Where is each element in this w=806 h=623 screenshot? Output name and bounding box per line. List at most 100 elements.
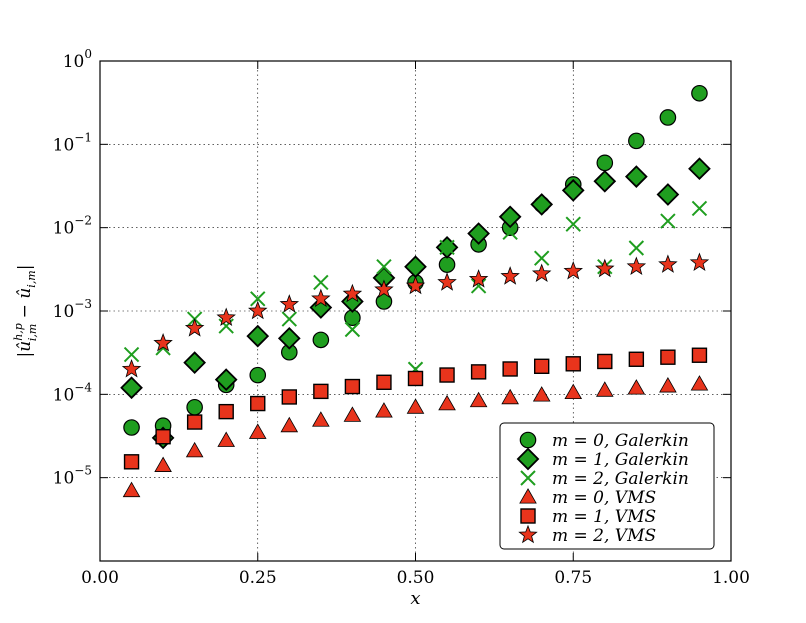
data-point <box>184 318 205 337</box>
data-point <box>183 351 207 375</box>
data-points <box>120 84 711 498</box>
y-tick-label: 10−2 <box>53 214 92 239</box>
data-point <box>250 291 266 307</box>
data-point <box>309 296 333 319</box>
legend-marker <box>519 431 537 449</box>
data-point <box>277 326 301 350</box>
data-point <box>627 379 646 395</box>
data-point <box>628 240 645 256</box>
data-point <box>501 388 519 405</box>
data-point <box>281 389 297 405</box>
legend-label: m = 1, VMS <box>552 507 656 527</box>
data-point <box>564 383 583 400</box>
legend-marker <box>519 488 537 504</box>
x-tick-label: 0.00 <box>81 568 119 588</box>
data-point <box>342 283 363 303</box>
data-point <box>406 398 425 414</box>
data-point <box>656 183 680 206</box>
data-point <box>343 406 362 422</box>
data-point <box>281 311 298 327</box>
data-point <box>660 349 676 365</box>
x-tick-label: 1.00 <box>712 568 750 588</box>
data-point <box>407 370 424 387</box>
data-point <box>691 200 708 217</box>
data-point <box>438 256 456 273</box>
data-point <box>439 239 455 256</box>
data-point <box>344 321 361 338</box>
data-point <box>153 333 173 352</box>
series-2 <box>123 200 708 377</box>
series-3 <box>122 375 709 498</box>
data-point <box>405 275 426 295</box>
data-point <box>596 154 614 172</box>
data-point <box>246 324 270 348</box>
data-point <box>185 441 204 458</box>
data-point <box>502 361 518 377</box>
legend-label: m = 0, Galerkin <box>552 431 689 451</box>
data-point <box>439 367 455 383</box>
data-point <box>123 419 140 436</box>
data-point <box>374 279 394 299</box>
data-point <box>470 364 487 380</box>
legend-entry: m = 0, Galerkin <box>519 431 689 451</box>
data-point <box>122 481 141 498</box>
y-tick-label: 10−3 <box>53 297 92 322</box>
legend-marker <box>518 524 538 544</box>
legend-entry: m = 1, VMS <box>520 507 656 527</box>
y-tick-label: 100 <box>63 47 92 72</box>
data-point <box>689 252 710 271</box>
data-point <box>186 414 203 430</box>
data-point <box>121 359 142 378</box>
legend-label: m = 2, VMS <box>552 526 656 546</box>
data-point <box>120 376 143 400</box>
data-point <box>626 256 647 275</box>
data-point <box>313 274 329 291</box>
y-axis-label: |ûh,pi,m − ûi,m| <box>12 265 39 358</box>
data-point <box>532 386 551 402</box>
y-tick-label: 10−1 <box>53 130 92 155</box>
data-point <box>312 331 330 349</box>
data-point <box>688 157 711 181</box>
data-point <box>624 165 648 188</box>
data-point <box>154 456 172 472</box>
legend-label: m = 0, VMS <box>552 488 656 508</box>
axis-tick-labels: 0.00 0.25 0.50 0.75 1.00 10−5 10−4 10−3 10−2 10−1… <box>53 47 750 588</box>
legend-label: m = 1, Galerkin <box>552 450 689 470</box>
data-point <box>530 193 554 216</box>
data-point <box>470 278 487 294</box>
data-point <box>563 260 583 280</box>
data-point <box>312 411 330 427</box>
data-point <box>498 205 522 229</box>
data-point <box>691 347 708 363</box>
data-point <box>218 403 234 420</box>
legend-marker <box>516 447 540 471</box>
data-point <box>660 213 676 229</box>
data-point <box>533 250 550 266</box>
data-point <box>468 269 489 288</box>
data-point <box>376 374 392 390</box>
legend-entry: m = 0, VMS <box>519 488 656 508</box>
legend-label: m = 2, Galerkin <box>552 469 689 489</box>
data-point <box>437 272 457 291</box>
x-tick-label: 0.75 <box>554 568 592 588</box>
data-point <box>593 169 617 193</box>
data-point <box>249 366 267 384</box>
legend-entry: m = 1, Galerkin <box>516 447 689 471</box>
data-point <box>595 381 614 397</box>
legend-box <box>499 422 715 550</box>
data-point <box>313 383 329 400</box>
data-point <box>565 216 581 232</box>
series-1 <box>120 157 711 450</box>
data-point <box>595 258 615 278</box>
series-5 <box>121 252 710 378</box>
data-point <box>534 358 550 374</box>
data-point <box>658 254 678 273</box>
data-point <box>597 353 613 370</box>
data-point <box>248 423 267 439</box>
data-point <box>248 300 268 320</box>
data-point <box>279 294 300 313</box>
axis-ticks <box>99 60 732 561</box>
data-point <box>186 398 203 416</box>
data-point <box>123 454 140 470</box>
